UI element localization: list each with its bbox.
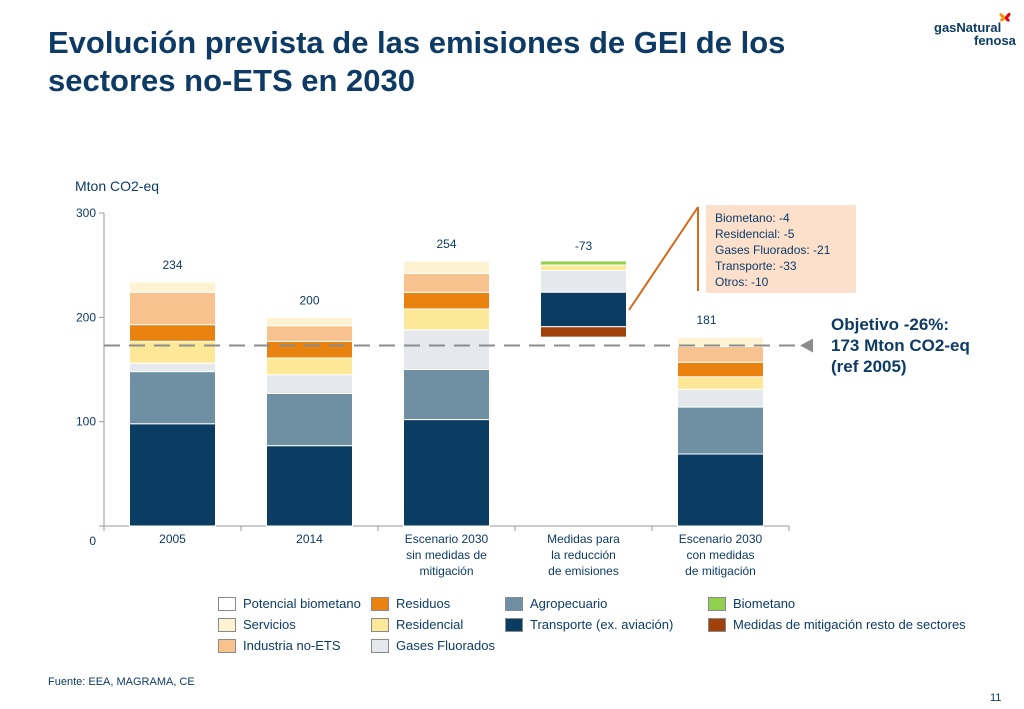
bar-segment-servicios	[677, 336, 764, 348]
x-tick-label: mitigación	[419, 564, 473, 578]
legend-label: Potencial biometano	[243, 596, 361, 611]
bar-segment-residuos	[266, 340, 353, 359]
legend-label: Residencial	[396, 617, 464, 632]
legend-label: Industria no-ETS	[243, 638, 341, 653]
bar-segment-transporte-ex-aviaci-n-	[266, 445, 353, 527]
legend-swatch	[708, 618, 726, 632]
target-label: Objetivo -26%:	[831, 315, 949, 334]
legend-label: Agropecuario	[530, 596, 608, 611]
bar-segment-residencial	[266, 357, 353, 376]
legend-label: Transporte (ex. aviación)	[530, 617, 674, 632]
data-label-total: 181	[696, 313, 716, 327]
legend-label: Residuos	[396, 596, 451, 611]
gas-natural-fenosa-logo: gasNatural fenosa	[934, 8, 1016, 48]
x-tick-label: 2014	[296, 532, 323, 546]
legend-swatch	[371, 639, 389, 653]
legend-swatch	[371, 618, 389, 632]
bar-segment-residencial	[403, 308, 490, 331]
bar-segment-industria-no-ets	[129, 291, 216, 326]
bar-segment-agropecuario	[677, 406, 764, 455]
bar-segment-servicios	[403, 260, 490, 275]
y-tick-label: 300	[76, 206, 96, 220]
bar-segment-servicios	[266, 316, 353, 327]
reduction-segment-transporte-ex-aviaci-n-	[540, 291, 627, 328]
data-label-total: -73	[575, 239, 593, 253]
x-tick-label: Escenario 2030	[405, 532, 489, 546]
x-tick-label: de mitigación	[685, 564, 756, 578]
source-note: Fuente: EEA, MAGRAMA, CE	[48, 676, 195, 688]
bar-segment-industria-no-ets	[677, 346, 764, 363]
legend-swatch	[708, 597, 726, 611]
emissions-chart: Mton CO2-eq 0 100 200 300 2005 2014 Escenario 2…	[75, 178, 970, 578]
callout-line: Biometano: -4	[715, 211, 790, 225]
y-tick-label: 200	[76, 310, 96, 324]
bar-segment-agropecuario	[129, 371, 216, 425]
x-tick-label: de emisiones	[548, 564, 619, 578]
callout-line: Otros: -10	[715, 275, 769, 289]
x-tick-label: sin medidas de	[406, 548, 487, 562]
logo-text-line1: gasNatural	[934, 20, 1002, 35]
x-tick-label: 2005	[159, 532, 186, 546]
legend-label: Gases Fluorados	[396, 638, 495, 653]
bar-segment-gases-fluorados	[403, 329, 490, 370]
bar-segment-residuos	[129, 324, 216, 342]
chart-legend: Potencial biometano Servicios Industria no…	[218, 596, 998, 662]
callout-box	[706, 205, 856, 293]
target-label: (ref 2005)	[831, 357, 907, 376]
bar-segment-agropecuario	[403, 369, 490, 421]
legend-swatch	[505, 618, 523, 632]
x-tick-label: Escenario 2030	[679, 532, 763, 546]
bar-segment-residencial	[677, 376, 764, 390]
bar-segment-residuos	[677, 361, 764, 378]
bar-segment-industria-no-ets	[266, 325, 353, 342]
bar-segment-servicios	[129, 281, 216, 293]
reduction-segment-residencial	[540, 264, 627, 271]
bar-segment-transporte-ex-aviaci-n-	[403, 419, 490, 527]
bar-segment-gases-fluorados	[677, 388, 764, 408]
y-tick-label: 0	[89, 534, 96, 548]
legend-label: Biometano	[733, 596, 796, 611]
bar-segment-gases-fluorados	[129, 362, 216, 373]
target-label: 173 Mton CO2-eq	[831, 336, 970, 355]
page-title: Evolución prevista de las emisiones de G…	[48, 25, 786, 98]
butterfly-icon	[999, 12, 1011, 22]
reduction-segment-medidas-de-mitigaci-n-resto-de-sectores	[540, 326, 627, 338]
logo-text-line2: fenosa	[974, 33, 1016, 48]
y-tick-label: 100	[76, 415, 96, 429]
x-tick-label: con medidas	[686, 548, 754, 562]
reduction-segment-gases-fluorados	[540, 269, 627, 293]
reduction-segment-biometano	[540, 260, 627, 266]
bar-segment-agropecuario	[266, 392, 353, 447]
bar-segment-transporte-ex-aviaci-n-	[129, 423, 216, 527]
callout-line: Residencial: -5	[715, 227, 795, 241]
callout-connector	[628, 206, 699, 311]
data-label-total: 254	[436, 237, 456, 251]
data-label-total: 200	[299, 293, 319, 307]
target-arrow-icon	[800, 338, 813, 353]
data-label-total: 234	[162, 258, 182, 272]
legend-label: Medidas de mitigación resto de sectores	[733, 617, 966, 632]
x-tick-label: Medidas para	[547, 532, 620, 546]
bar-segment-industria-no-ets	[403, 273, 490, 293]
legend-swatch	[505, 597, 523, 611]
bar-segment-transporte-ex-aviaci-n-	[677, 453, 764, 527]
legend-swatch	[218, 639, 236, 653]
callout-line: Gases Fluorados: -21	[715, 243, 831, 257]
bar-segment-residuos	[403, 291, 490, 310]
legend-swatch	[371, 597, 389, 611]
x-tick-label: la reducción	[551, 548, 616, 562]
legend-label: Servicios	[243, 617, 296, 632]
callout-line: Transporte: -33	[715, 259, 797, 273]
bar-segment-gases-fluorados	[266, 374, 353, 394]
y-axis-label: Mton CO2-eq	[75, 178, 159, 194]
legend-swatch	[218, 618, 236, 632]
page-number: 11	[990, 692, 1002, 704]
legend-swatch	[218, 597, 236, 611]
